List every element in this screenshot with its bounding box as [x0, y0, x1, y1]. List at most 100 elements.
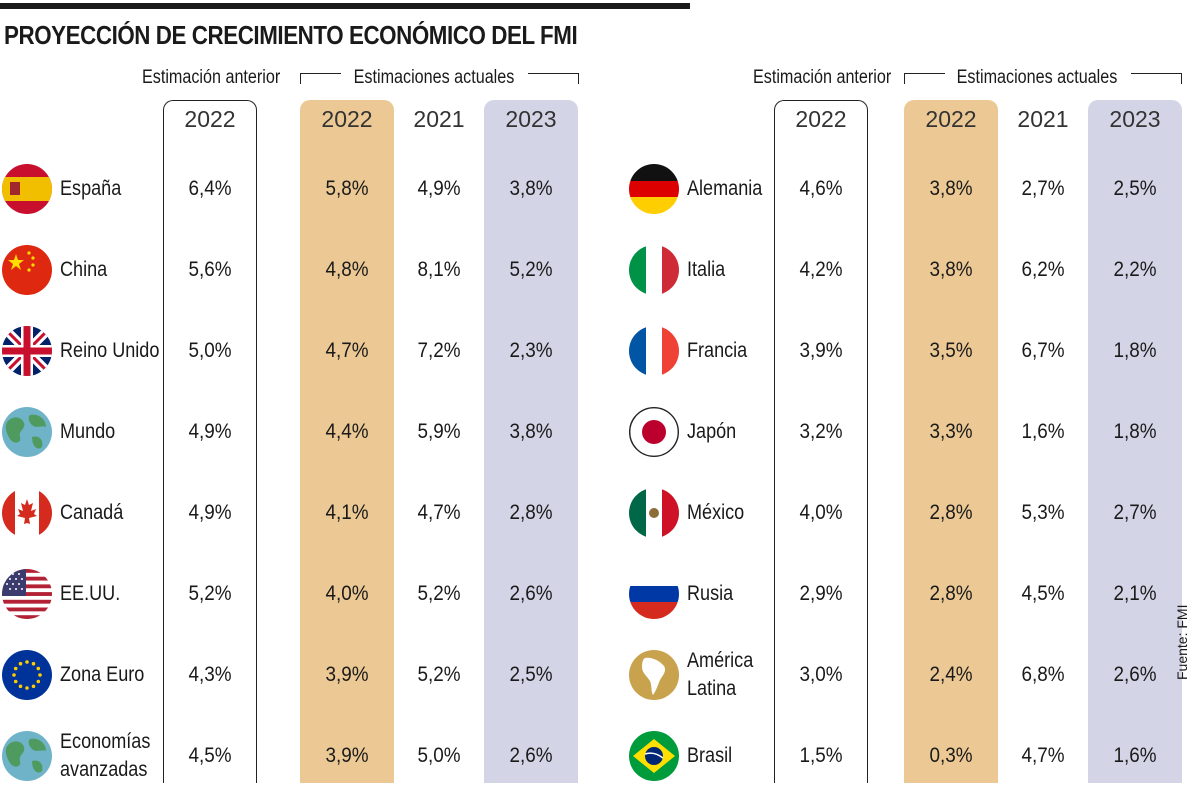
year-prev: 2022 [184, 106, 236, 132]
value-2023: 1,6% [1113, 744, 1157, 767]
country-name: Zona Euro [60, 662, 145, 686]
year-2023: 2023 [1109, 106, 1161, 132]
table-row: Mundo 4,9% 4,4% 5,9% 3,8% [0, 391, 600, 472]
value-2023: 2,6% [509, 744, 553, 767]
canada-flag-icon [2, 488, 52, 538]
value-2023: 2,5% [1113, 177, 1157, 200]
column-2023-box [484, 100, 578, 783]
country-name: EE.UU. [60, 581, 121, 605]
value-2022: 2,8% [929, 582, 973, 605]
value-2021: 4,7% [417, 501, 461, 524]
value-2021: 1,6% [1021, 420, 1065, 443]
value-2022: 4,0% [325, 582, 369, 605]
spain-flag-icon [2, 164, 52, 214]
table-row: EE.UU. 5,2% 4,0% 5,2% 2,6% [0, 553, 600, 634]
value-2023: 2,1% [1113, 582, 1157, 605]
value-prev-2022: 4,2% [799, 258, 843, 281]
column-prev-box [163, 100, 257, 783]
header-bracket-left [904, 73, 945, 84]
value-2023: 1,8% [1113, 339, 1157, 362]
value-2021: 5,2% [417, 663, 461, 686]
value-prev-2022: 4,0% [799, 501, 843, 524]
table-row: Francia 3,9% 3,5% 6,7% 1,8% [627, 310, 1200, 391]
value-prev-2022: 5,0% [188, 339, 232, 362]
value-2022: 3,9% [325, 744, 369, 767]
value-prev-2022: 2,9% [799, 582, 843, 605]
country-name: Mundo [60, 419, 116, 443]
table-row: Canadá 4,9% 4,1% 4,7% 2,8% [0, 472, 600, 553]
value-2021: 2,7% [1021, 177, 1065, 200]
value-prev-2022: 5,6% [188, 258, 232, 281]
year-2021: 2021 [1017, 106, 1069, 132]
globe-icon [2, 731, 52, 781]
germany-flag-icon [629, 164, 679, 214]
country-name: España [60, 176, 122, 200]
value-2022: 5,8% [325, 177, 369, 200]
table-row: México 4,0% 2,8% 5,3% 2,7% [627, 472, 1200, 553]
value-2023: 5,2% [509, 258, 553, 281]
table-row: Economías avanzadas 4,5% 3,9% 5,0% 2,6% [0, 715, 600, 796]
year-2022: 2022 [321, 106, 373, 132]
year-prev: 2022 [795, 106, 847, 132]
column-2023-box [1088, 100, 1182, 783]
italy-flag-icon [629, 245, 679, 295]
top-rule [0, 3, 690, 9]
value-2023: 2,6% [509, 582, 553, 605]
value-2021: 4,5% [1021, 582, 1065, 605]
value-2022: 2,4% [929, 663, 973, 686]
russia-flag-icon [629, 569, 679, 619]
value-2022: 3,3% [929, 420, 973, 443]
value-2021: 5,0% [417, 744, 461, 767]
value-prev-2022: 4,9% [188, 420, 232, 443]
source-note: Fuente: FMI [1174, 604, 1190, 680]
country-name: China [60, 257, 108, 281]
year-2022: 2022 [925, 106, 977, 132]
country-name: Canadá [60, 500, 124, 524]
value-2022: 3,9% [325, 663, 369, 686]
value-2022: 3,8% [929, 258, 973, 281]
value-2022: 4,7% [325, 339, 369, 362]
chart-title: PROYECCIÓN DE CRECIMIENTO ECONÓMICO DEL … [4, 20, 578, 50]
value-2022: 3,8% [929, 177, 973, 200]
header-prev: Estimación anterior [753, 67, 892, 88]
left-panel: Estimación anterior Estimaciones actuale… [0, 64, 600, 783]
mexico-flag-icon [629, 488, 679, 538]
value-2022: 3,5% [929, 339, 973, 362]
country-name: Rusia [687, 581, 734, 605]
header-bracket-left [300, 73, 341, 84]
column-2022-box [904, 100, 998, 783]
value-2021: 4,7% [1021, 744, 1065, 767]
table-row: Rusia 2,9% 2,8% 4,5% 2,1% [627, 553, 1200, 634]
header-current: Estimaciones actuales [956, 67, 1118, 88]
value-prev-2022: 3,2% [799, 420, 843, 443]
country-name: Alemania [687, 176, 763, 200]
eu-flag-icon [2, 650, 52, 700]
table-row: Japón 3,2% 3,3% 1,6% 1,8% [627, 391, 1200, 472]
header-bracket-right [528, 73, 579, 84]
country-name: América Latina [687, 648, 754, 700]
value-2023: 3,8% [509, 420, 553, 443]
value-2023: 2,5% [509, 663, 553, 686]
value-2021: 5,9% [417, 420, 461, 443]
table-row: Brasil 1,5% 0,3% 4,7% 1,6% [627, 715, 1200, 796]
value-2023: 2,6% [1113, 663, 1157, 686]
usa-flag-icon [2, 569, 52, 619]
japan-flag-icon [629, 407, 679, 457]
value-2022: 0,3% [929, 744, 973, 767]
value-prev-2022: 6,4% [188, 177, 232, 200]
brazil-flag-icon [629, 731, 679, 781]
value-2022: 4,4% [325, 420, 369, 443]
table-row: Zona Euro 4,3% 3,9% 5,2% 2,5% [0, 634, 600, 715]
column-prev-box [774, 100, 868, 783]
value-prev-2022: 4,3% [188, 663, 232, 686]
country-name: México [687, 500, 745, 524]
country-name: Italia [687, 257, 726, 281]
right-panel: Estimación anterior Estimaciones actuale… [627, 64, 1200, 783]
header-current: Estimaciones actuales [353, 67, 515, 88]
table-row: Alemania 4,6% 3,8% 2,7% 2,5% [627, 148, 1200, 229]
column-2022-box [300, 100, 394, 783]
value-prev-2022: 4,6% [799, 177, 843, 200]
country-name: Japón [687, 419, 737, 443]
value-2023: 3,8% [509, 177, 553, 200]
country-name: Economías avanzadas [60, 729, 151, 781]
